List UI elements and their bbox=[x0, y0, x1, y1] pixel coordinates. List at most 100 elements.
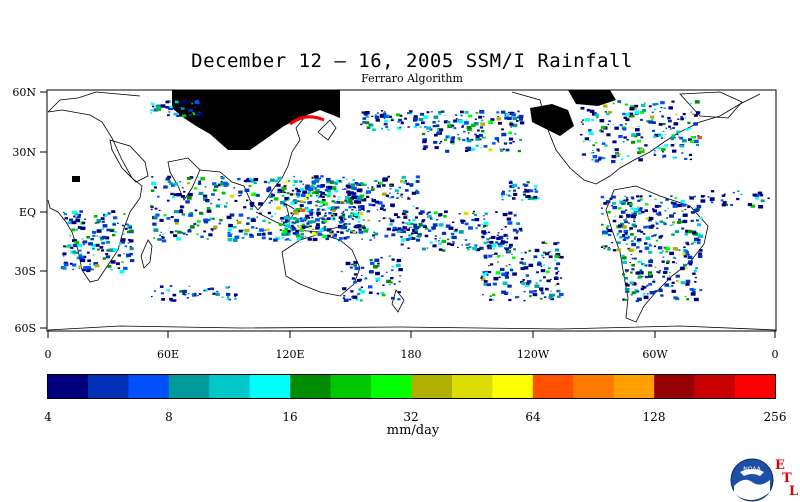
rain-cell bbox=[598, 156, 603, 160]
rain-cell bbox=[210, 287, 214, 291]
rain-cell bbox=[323, 220, 327, 223]
rain-cell bbox=[227, 238, 233, 242]
rain-cell bbox=[102, 257, 107, 260]
rain-cell bbox=[329, 180, 335, 184]
rain-cell bbox=[278, 223, 283, 226]
rain-cell bbox=[333, 218, 335, 220]
rain-cell bbox=[528, 196, 534, 200]
rain-cell bbox=[309, 213, 313, 216]
rain-cell bbox=[690, 219, 694, 222]
lon-label-60w: 60W bbox=[642, 348, 668, 361]
rain-cell bbox=[327, 185, 333, 189]
rain-cell bbox=[288, 180, 291, 182]
rain-cell bbox=[334, 181, 337, 184]
rain-cell bbox=[314, 175, 319, 179]
rain-cell bbox=[483, 241, 488, 245]
rain-cell bbox=[127, 238, 131, 241]
rain-cell bbox=[513, 192, 518, 196]
rain-cell bbox=[510, 269, 514, 272]
rain-cell bbox=[345, 178, 348, 180]
rain-cell bbox=[286, 214, 289, 217]
rain-cell bbox=[491, 244, 497, 248]
colorbar-swatch bbox=[87, 374, 129, 399]
rain-cell bbox=[204, 186, 207, 188]
rain-cell bbox=[636, 132, 641, 136]
rain-cell bbox=[402, 230, 407, 234]
rain-cell bbox=[366, 210, 371, 213]
rain-cell bbox=[684, 295, 687, 298]
rain-cell bbox=[644, 264, 648, 267]
rain-cell bbox=[262, 219, 266, 223]
rain-cell bbox=[681, 152, 684, 154]
rain-cell bbox=[534, 284, 540, 288]
rain-cell bbox=[311, 220, 316, 224]
rain-cell bbox=[301, 223, 306, 226]
rain-cell bbox=[509, 142, 513, 145]
rain-cell bbox=[418, 117, 424, 122]
rain-cell bbox=[631, 214, 636, 219]
rain-cell bbox=[737, 190, 740, 192]
rain-cell bbox=[612, 140, 617, 144]
rain-cell bbox=[279, 229, 282, 231]
noaa-logo: NOAA bbox=[730, 458, 774, 502]
rain-cell bbox=[682, 139, 687, 143]
rain-cell bbox=[696, 223, 701, 227]
rain-cell bbox=[451, 136, 453, 138]
rain-cell bbox=[692, 231, 697, 234]
rain-cell bbox=[519, 138, 523, 141]
rain-cell bbox=[315, 223, 320, 226]
rain-cell bbox=[273, 197, 279, 201]
rain-cell bbox=[196, 113, 200, 116]
rain-cell bbox=[409, 110, 413, 113]
rain-cell bbox=[455, 118, 458, 120]
rain-cell bbox=[261, 232, 266, 236]
rain-cell bbox=[358, 288, 362, 291]
rain-cell bbox=[624, 232, 628, 235]
rain-cell bbox=[453, 229, 458, 233]
rain-cell bbox=[398, 268, 403, 272]
rain-cell bbox=[299, 207, 303, 209]
rain-cell bbox=[621, 202, 625, 205]
rain-cell bbox=[432, 223, 438, 227]
rain-cell bbox=[685, 279, 691, 283]
rain-cell bbox=[509, 122, 514, 126]
rain-cell bbox=[664, 210, 667, 212]
rain-cell bbox=[665, 250, 669, 253]
rain-cell bbox=[360, 123, 363, 126]
rain-cell bbox=[699, 289, 703, 292]
rain-cell bbox=[458, 120, 464, 124]
rain-cell bbox=[179, 181, 182, 183]
rain-cell bbox=[361, 111, 365, 114]
rain-cell bbox=[318, 177, 321, 180]
rain-cell bbox=[426, 213, 429, 215]
rain-cell bbox=[468, 246, 472, 248]
rain-cell bbox=[342, 287, 347, 291]
rain-cell bbox=[331, 215, 334, 217]
rain-cell bbox=[157, 238, 162, 241]
rain-cell bbox=[104, 213, 108, 216]
rain-cell bbox=[421, 220, 425, 223]
rain-cell bbox=[413, 117, 418, 121]
rain-cell bbox=[95, 243, 100, 247]
rain-cell bbox=[662, 154, 667, 158]
rain-cell bbox=[391, 180, 394, 182]
rain-cell bbox=[238, 229, 243, 233]
rain-cell bbox=[360, 196, 365, 199]
rain-cell bbox=[322, 199, 326, 202]
rain-cell bbox=[631, 197, 635, 200]
rain-cell bbox=[372, 234, 376, 237]
rain-cell bbox=[460, 221, 465, 224]
rain-cell bbox=[421, 219, 426, 222]
rain-cell bbox=[268, 186, 272, 189]
rain-cell bbox=[354, 266, 360, 271]
rain-cell bbox=[648, 283, 653, 286]
rain-cell bbox=[391, 296, 395, 300]
rain-cell bbox=[496, 236, 501, 241]
rain-cell bbox=[508, 211, 513, 215]
rain-cell bbox=[193, 187, 198, 190]
rain-cell bbox=[377, 262, 380, 265]
rain-cell bbox=[315, 189, 320, 193]
rain-cell bbox=[523, 290, 526, 293]
rain-cell bbox=[443, 120, 449, 124]
rain-cell bbox=[421, 247, 426, 251]
